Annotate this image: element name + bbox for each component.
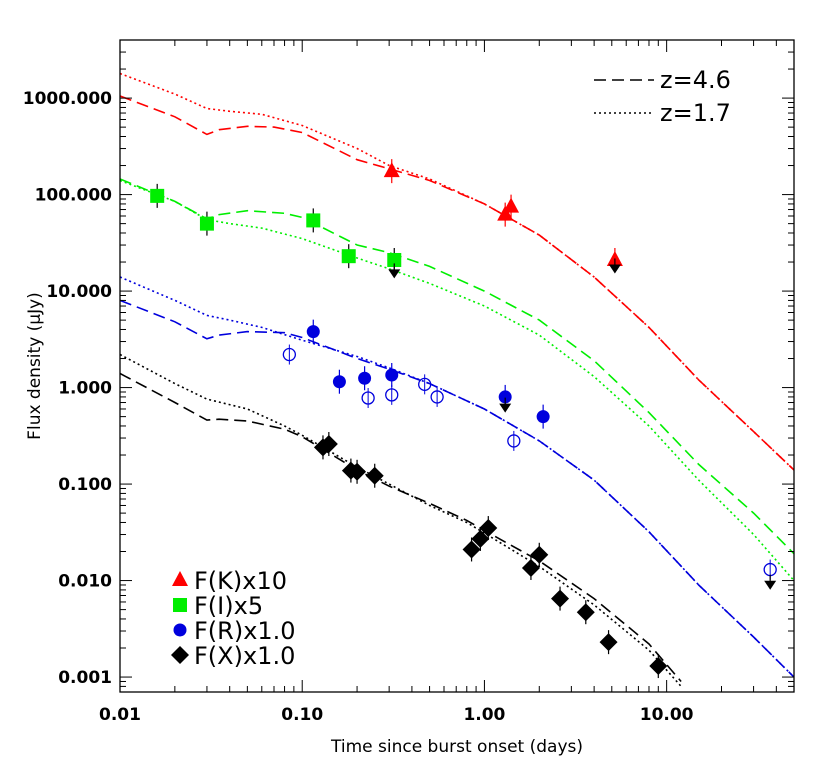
- model-legend-label: z=1.7: [660, 99, 731, 127]
- y-tick-label: 0.100: [58, 475, 112, 495]
- open-point-2-2: [385, 388, 399, 402]
- model-curves: [120, 72, 794, 687]
- model-curve-1-dotted: [120, 179, 794, 582]
- x-tick-label: 0.01: [99, 705, 141, 725]
- y-tick-label: 0.001: [58, 668, 112, 688]
- point-0-1: [497, 205, 514, 221]
- point-3-9: [530, 545, 549, 564]
- open-point-2-3: [418, 377, 432, 391]
- upper-limit-arrow-2-1: [764, 580, 777, 590]
- y-tick-label: 100.000: [35, 186, 113, 206]
- axes: 0.01 0.10 1.00 10.00 0.001 0.010 0.100 1.000 10.…: [23, 39, 795, 725]
- open-point-2-5: [507, 434, 521, 448]
- y-tick-label: 10.000: [46, 282, 112, 302]
- point-3-1: [319, 435, 338, 454]
- model-legend: z=4.6 z=1.7: [594, 66, 731, 127]
- legend-label: F(I)x5: [194, 592, 263, 620]
- model-legend-label: z=4.6: [660, 66, 731, 94]
- upper-limit-arrow-2-0: [499, 403, 512, 413]
- y-axis-title: Flux density (μJy): [25, 292, 45, 440]
- legend-label: F(R)x1.0: [194, 617, 296, 645]
- legend-label: F(X)x1.0: [194, 642, 295, 670]
- model-curve-3-dotted: [120, 353, 682, 687]
- point-3-5: [462, 540, 481, 559]
- data-points: [150, 159, 777, 679]
- legend-marker-diamond: [171, 646, 189, 664]
- plot-frame: [119, 39, 795, 693]
- x-axis-title: Time since burst onset (days): [330, 737, 583, 757]
- model-curve-1-dashed: [120, 178, 794, 555]
- y-tick-label: 1000.000: [23, 89, 112, 109]
- point-1-0: [150, 188, 165, 203]
- point-3-4: [365, 466, 384, 485]
- point-2-2: [358, 371, 372, 385]
- model-curve-0-dotted: [120, 72, 794, 471]
- point-3-7: [479, 519, 498, 538]
- x-tick-label: 0.10: [281, 705, 323, 725]
- point-1-4: [387, 252, 402, 267]
- y-tick-label: 1.000: [58, 379, 112, 399]
- point-3-6: [471, 529, 490, 548]
- point-1-2: [306, 213, 321, 228]
- model-curve-2-dashed: [120, 299, 794, 678]
- upper-limit-arrow-1-0: [388, 269, 401, 279]
- point-2-1: [332, 375, 346, 389]
- point-0-2: [503, 197, 520, 213]
- point-3-10: [551, 589, 570, 608]
- legend-marker-circle: [173, 623, 187, 637]
- point-0-0: [383, 162, 400, 178]
- point-3-11: [576, 603, 595, 622]
- point-3-8: [521, 558, 540, 577]
- x-tick-label: 10.00: [640, 705, 694, 725]
- open-point-2-1: [361, 391, 375, 405]
- model-curve-0-dashed: [120, 95, 794, 471]
- open-point-2-4: [430, 390, 444, 404]
- upper-limit-arrow-0-0: [608, 264, 621, 274]
- point-2-3: [385, 368, 399, 382]
- point-3-13: [649, 657, 668, 676]
- open-point-2-0: [282, 347, 297, 362]
- point-2-0: [306, 325, 320, 339]
- model-curve-2-dotted: [120, 276, 794, 678]
- y-tick-label: 0.010: [58, 572, 112, 592]
- point-3-3: [348, 462, 367, 481]
- legend-label: F(K)x10: [194, 567, 287, 595]
- x-tick-label: 1.00: [463, 705, 505, 725]
- point-2-4: [498, 390, 512, 404]
- legend-marker-square: [173, 598, 187, 612]
- point-3-12: [599, 633, 618, 652]
- point-1-1: [199, 216, 214, 231]
- legend-marker-triangle: [172, 571, 188, 586]
- point-2-5: [536, 410, 550, 424]
- point-1-3: [341, 249, 356, 264]
